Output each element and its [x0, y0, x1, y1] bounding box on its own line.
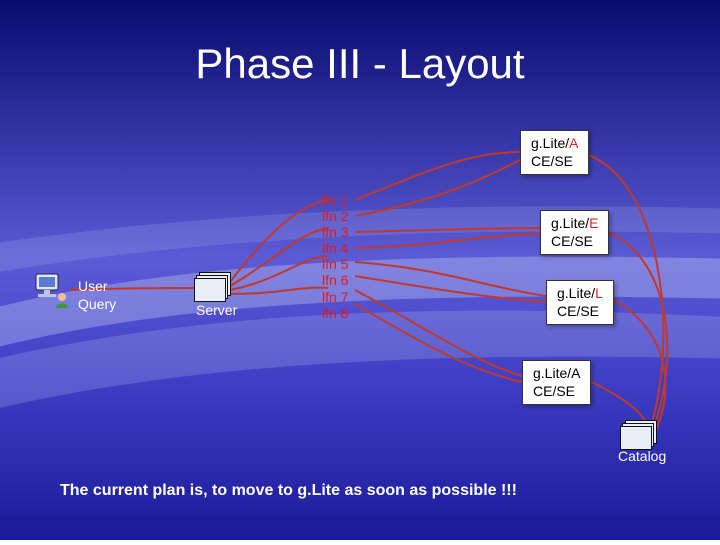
user-sublabel: Query: [78, 296, 116, 312]
lfn-item: lfn 8: [322, 305, 348, 321]
server-icon: [194, 272, 230, 300]
lfn-item: lfn 4: [322, 240, 348, 256]
lfn-item: lfn 1: [322, 192, 348, 208]
diagram: Phase III - Layout User Query Server lfn…: [0, 0, 720, 540]
lfn-item: lfn 6: [322, 272, 348, 288]
slide-title: Phase III - Layout: [0, 40, 720, 88]
lfn-item: lfn 2: [322, 208, 348, 224]
lfn-item: lfn 5: [322, 256, 348, 272]
lfn-item: lfn 7: [322, 289, 348, 305]
server-label: Server: [196, 302, 237, 318]
node-n1: g.Lite/ACE/SE: [520, 130, 589, 175]
user-icon: [30, 270, 70, 310]
node-n4: g.Lite/ACE/SE: [522, 360, 591, 405]
lfn-list: lfn 1lfn 2lfn 3lfn 4lfn 5lfn 6lfn 7lfn 8: [322, 192, 348, 321]
user-label: User: [78, 278, 108, 294]
node-n3: g.Lite/LCE/SE: [546, 280, 614, 325]
catalog-label: Catalog: [618, 448, 666, 464]
catalog-icon: [620, 420, 656, 448]
footer-text: The current plan is, to move to g.Lite a…: [60, 481, 517, 502]
lfn-item: lfn 3: [322, 224, 348, 240]
node-n2: g.Lite/ECE/SE: [540, 210, 609, 255]
